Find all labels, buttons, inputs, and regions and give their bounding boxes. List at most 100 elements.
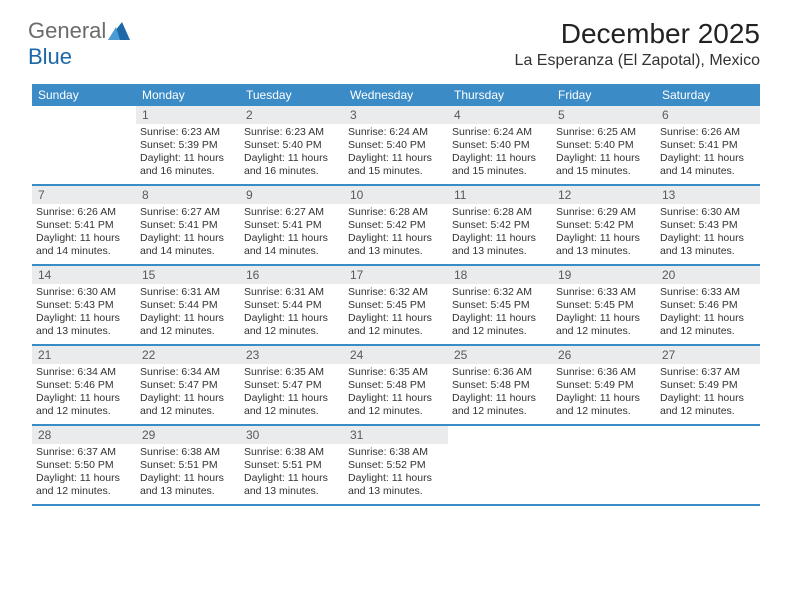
sunset-text: Sunset: 5:40 PM	[348, 139, 444, 152]
day-cell: 2Sunrise: 6:23 AMSunset: 5:40 PMDaylight…	[240, 106, 344, 184]
sunset-text: Sunset: 5:45 PM	[556, 299, 652, 312]
week-row: .1Sunrise: 6:23 AMSunset: 5:39 PMDayligh…	[32, 106, 760, 186]
sunset-text: Sunset: 5:44 PM	[140, 299, 236, 312]
day-number: 14	[32, 266, 136, 284]
day-info: Sunrise: 6:38 AMSunset: 5:52 PMDaylight:…	[344, 444, 448, 503]
sunrise-text: Sunrise: 6:38 AM	[348, 446, 444, 459]
sunset-text: Sunset: 5:44 PM	[244, 299, 340, 312]
week-row: 28Sunrise: 6:37 AMSunset: 5:50 PMDayligh…	[32, 426, 760, 506]
daylight-text: Daylight: 11 hours and 15 minutes.	[348, 152, 444, 178]
daylight-text: Daylight: 11 hours and 12 minutes.	[452, 312, 548, 338]
sunrise-text: Sunrise: 6:25 AM	[556, 126, 652, 139]
day-cell: 4Sunrise: 6:24 AMSunset: 5:40 PMDaylight…	[448, 106, 552, 184]
sunset-text: Sunset: 5:41 PM	[244, 219, 340, 232]
daylight-text: Daylight: 11 hours and 12 minutes.	[140, 392, 236, 418]
day-cell: 3 Sunrise: 6:24 AMSunset: 5:40 PMDaylight…	[344, 106, 448, 184]
daylight-text: Daylight: 11 hours and 15 minutes.	[452, 152, 548, 178]
day-info: Sunrise: 6:26 AMSunset: 5:41 PMDaylight:…	[32, 204, 136, 263]
title-block: December 2025 La Esperanza (El Zapotal),…	[515, 18, 760, 70]
sunrise-text: Sunrise: 6:24 AM	[348, 126, 444, 139]
day-number: 29	[136, 426, 240, 444]
day-cell: 8Sunrise: 6:27 AMSunset: 5:41 PMDaylight…	[136, 186, 240, 264]
day-info: Sunrise: 6:31 AMSunset: 5:44 PMDaylight:…	[240, 284, 344, 343]
daylight-text: Daylight: 11 hours and 14 minutes.	[244, 232, 340, 258]
day-cell: 14Sunrise: 6:30 AMSunset: 5:43 PMDayligh…	[32, 266, 136, 344]
day-cell: 24Sunrise: 6:35 AMSunset: 5:48 PMDayligh…	[344, 346, 448, 424]
sunrise-text: Sunrise: 6:38 AM	[244, 446, 340, 459]
day-info: Sunrise: 6:36 AMSunset: 5:49 PMDaylight:…	[552, 364, 656, 423]
daylight-text: Daylight: 11 hours and 14 minutes.	[660, 152, 756, 178]
day-number: 9	[240, 186, 344, 204]
weeks-container: .1Sunrise: 6:23 AMSunset: 5:39 PMDayligh…	[32, 106, 760, 506]
day-number: 18	[448, 266, 552, 284]
sunrise-text: Sunrise: 6:28 AM	[452, 206, 548, 219]
daylight-text: Daylight: 11 hours and 12 minutes.	[660, 312, 756, 338]
week-row: 7Sunrise: 6:26 AMSunset: 5:41 PMDaylight…	[32, 186, 760, 266]
day-cell: 25Sunrise: 6:36 AMSunset: 5:48 PMDayligh…	[448, 346, 552, 424]
sunrise-text: Sunrise: 6:33 AM	[660, 286, 756, 299]
day-info: Sunrise: 6:26 AMSunset: 5:41 PMDaylight:…	[656, 124, 760, 183]
day-number: 19	[552, 266, 656, 284]
daylight-text: Daylight: 11 hours and 16 minutes.	[244, 152, 340, 178]
day-info: Sunrise: 6:25 AMSunset: 5:40 PMDaylight:…	[552, 124, 656, 183]
sunrise-text: Sunrise: 6:29 AM	[556, 206, 652, 219]
day-info: Sunrise: 6:34 AMSunset: 5:46 PMDaylight:…	[32, 364, 136, 423]
day-cell: 22Sunrise: 6:34 AMSunset: 5:47 PMDayligh…	[136, 346, 240, 424]
day-number: 11	[448, 186, 552, 204]
day-cell: 30Sunrise: 6:38 AMSunset: 5:51 PMDayligh…	[240, 426, 344, 504]
day-cell: 6Sunrise: 6:26 AMSunset: 5:41 PMDaylight…	[656, 106, 760, 184]
day-number: 24	[344, 346, 448, 364]
sunset-text: Sunset: 5:52 PM	[348, 459, 444, 472]
weekday-thursday: Thursday	[448, 84, 552, 106]
day-cell: 27Sunrise: 6:37 AMSunset: 5:49 PMDayligh…	[656, 346, 760, 424]
day-info: Sunrise: 6:30 AMSunset: 5:43 PMDaylight:…	[656, 204, 760, 263]
sunset-text: Sunset: 5:43 PM	[36, 299, 132, 312]
daylight-text: Daylight: 11 hours and 13 minutes.	[348, 472, 444, 498]
day-number: 3	[344, 106, 448, 124]
day-number: 22	[136, 346, 240, 364]
daylight-text: Daylight: 11 hours and 12 minutes.	[244, 312, 340, 338]
day-number: 27	[656, 346, 760, 364]
daylight-text: Daylight: 11 hours and 14 minutes.	[36, 232, 132, 258]
day-number: 17	[344, 266, 448, 284]
sunrise-text: Sunrise: 6:26 AM	[660, 126, 756, 139]
day-number: 8	[136, 186, 240, 204]
day-info: Sunrise: 6:35 AMSunset: 5:47 PMDaylight:…	[240, 364, 344, 423]
sunrise-text: Sunrise: 6:37 AM	[660, 366, 756, 379]
sunrise-text: Sunrise: 6:30 AM	[36, 286, 132, 299]
day-info: Sunrise: 6:28 AMSunset: 5:42 PMDaylight:…	[448, 204, 552, 263]
day-info: Sunrise: 6:32 AMSunset: 5:45 PMDaylight:…	[344, 284, 448, 343]
sunrise-text: Sunrise: 6:28 AM	[348, 206, 444, 219]
day-cell: .	[656, 426, 760, 504]
day-info: Sunrise: 6:28 AMSunset: 5:42 PMDaylight:…	[344, 204, 448, 263]
day-cell: 19Sunrise: 6:33 AMSunset: 5:45 PMDayligh…	[552, 266, 656, 344]
daylight-text: Daylight: 11 hours and 12 minutes.	[36, 472, 132, 498]
day-number: 2	[240, 106, 344, 124]
day-cell: 17Sunrise: 6:32 AMSunset: 5:45 PMDayligh…	[344, 266, 448, 344]
day-info: Sunrise: 6:35 AMSunset: 5:48 PMDaylight:…	[344, 364, 448, 423]
sunrise-text: Sunrise: 6:31 AM	[244, 286, 340, 299]
weekday-sunday: Sunday	[32, 84, 136, 106]
day-info: Sunrise: 6:31 AMSunset: 5:44 PMDaylight:…	[136, 284, 240, 343]
day-info: Sunrise: 6:38 AMSunset: 5:51 PMDaylight:…	[136, 444, 240, 503]
day-info: Sunrise: 6:33 AMSunset: 5:45 PMDaylight:…	[552, 284, 656, 343]
daylight-text: Daylight: 11 hours and 13 minutes.	[556, 232, 652, 258]
sunrise-text: Sunrise: 6:30 AM	[660, 206, 756, 219]
day-info: Sunrise: 6:27 AMSunset: 5:41 PMDaylight:…	[240, 204, 344, 263]
day-number: 10	[344, 186, 448, 204]
logo-sail-icon	[108, 22, 130, 40]
sunrise-text: Sunrise: 6:35 AM	[348, 366, 444, 379]
day-info: Sunrise: 6:32 AMSunset: 5:45 PMDaylight:…	[448, 284, 552, 343]
day-number: 15	[136, 266, 240, 284]
logo-text-2: Blue	[28, 44, 72, 70]
day-info: Sunrise: 6:29 AMSunset: 5:42 PMDaylight:…	[552, 204, 656, 263]
day-number: 7	[32, 186, 136, 204]
sunset-text: Sunset: 5:47 PM	[244, 379, 340, 392]
sunrise-text: Sunrise: 6:36 AM	[556, 366, 652, 379]
day-number: 16	[240, 266, 344, 284]
sunrise-text: Sunrise: 6:27 AM	[244, 206, 340, 219]
sunrise-text: Sunrise: 6:31 AM	[140, 286, 236, 299]
daylight-text: Daylight: 11 hours and 12 minutes.	[556, 392, 652, 418]
day-number: 4	[448, 106, 552, 124]
day-cell: 18Sunrise: 6:32 AMSunset: 5:45 PMDayligh…	[448, 266, 552, 344]
